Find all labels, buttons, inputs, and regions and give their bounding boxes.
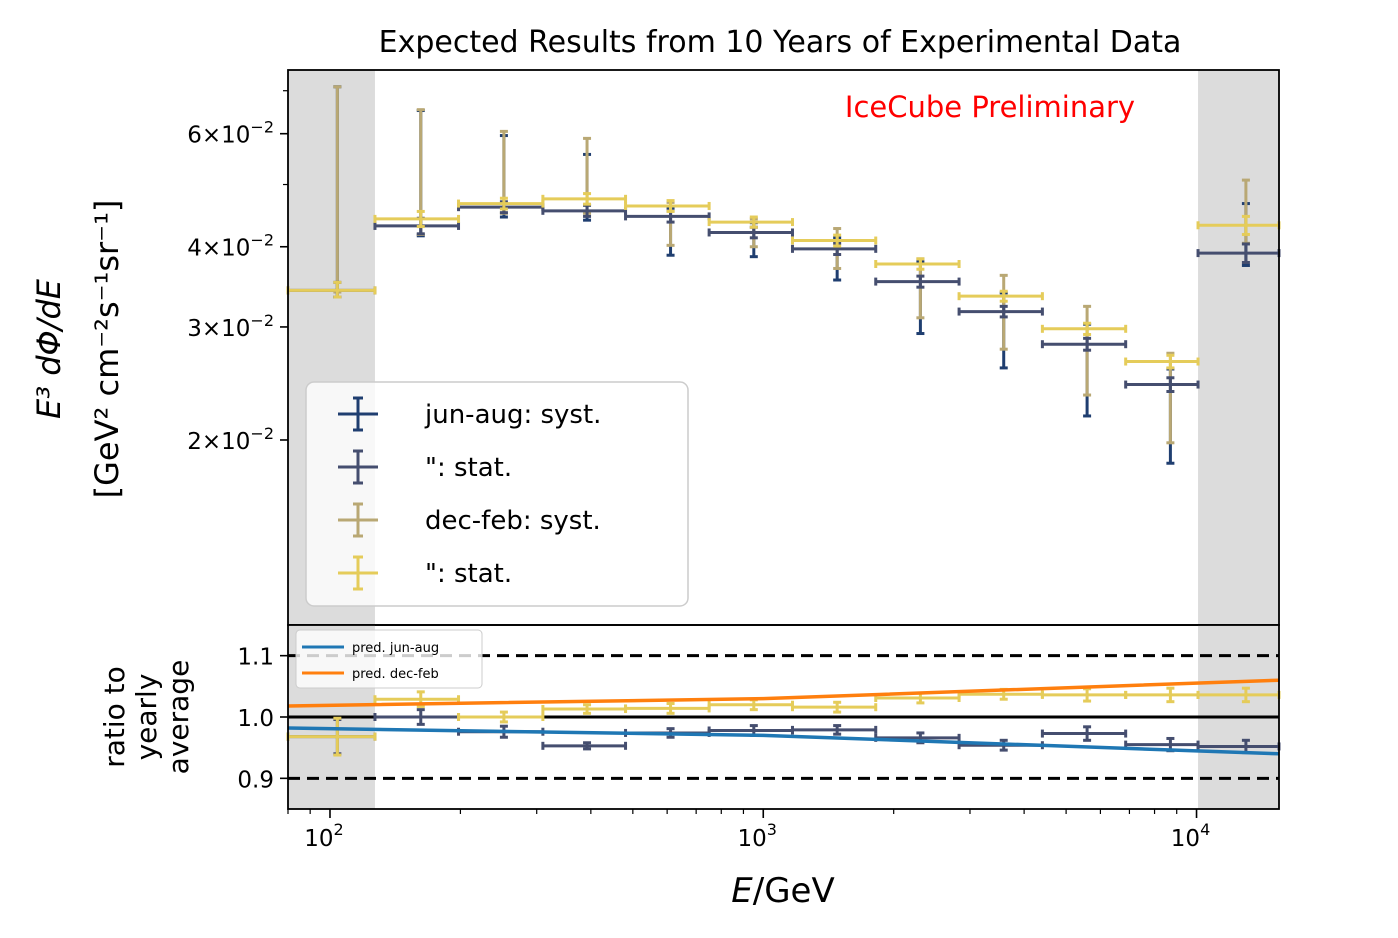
chart-title: Expected Results from 10 Years of Experi… bbox=[379, 25, 1182, 60]
dec-stat-bar-8 bbox=[957, 289, 1044, 303]
xtick-label-0: 102 bbox=[304, 820, 343, 852]
legend-label-dec-stat: ": stat. bbox=[425, 559, 512, 589]
flux-y-axis-label: E³ dΦ/dE [GeV² cm⁻²s⁻¹sr⁻¹] bbox=[30, 200, 126, 499]
flux-ytick-label-1: 3×10−2 bbox=[187, 311, 274, 342]
ratio-ytick-label-1: 1.0 bbox=[237, 706, 274, 732]
prediction-lines bbox=[287, 678, 1280, 756]
ratio-jun-bar-3 bbox=[541, 741, 628, 751]
dec-stat-bar-11 bbox=[1196, 214, 1281, 236]
flux-panel: 2×10−2 3×10−2 4×10−2 6×10−2 IceCube Prelimi… bbox=[30, 69, 1281, 626]
dec-stat-bar-9 bbox=[1040, 321, 1128, 336]
ratio-panel: 0.9 1.0 1.1 102 103 104 pred. jun-aug pred. d… bbox=[98, 624, 1281, 911]
ratio-y-axis-label: ratio to yearly average bbox=[98, 660, 195, 775]
prediction-line-0 bbox=[287, 726, 1280, 756]
dec-stat-bar-1 bbox=[373, 209, 461, 229]
jun-stat-bar-8 bbox=[957, 304, 1044, 319]
xtick-label-2: 104 bbox=[1171, 820, 1210, 852]
jun-stat-bar-7 bbox=[874, 274, 961, 289]
flux-ytick-label-2: 4×10−2 bbox=[187, 231, 274, 262]
ratio-ytick-label-2: 1.1 bbox=[237, 645, 274, 671]
ratio-ylabel-line1: ratio to bbox=[98, 666, 131, 768]
legend-label-jun-syst: jun-aug: syst. bbox=[424, 400, 601, 430]
dec-stat-bar-5 bbox=[707, 215, 794, 229]
ratio-dec-bar-2 bbox=[457, 710, 545, 724]
flux-ytick-label-0: 2×10−2 bbox=[187, 424, 274, 455]
top-shaded-region-1 bbox=[1198, 70, 1279, 625]
ratio-error-bars bbox=[286, 686, 1281, 757]
legend-label-pred-jun: pred. jun-aug bbox=[352, 641, 439, 656]
flux-ylabel-line2: [GeV² cm⁻²s⁻¹sr⁻¹] bbox=[88, 200, 126, 499]
flux-ytick-label-3: 6×10−2 bbox=[187, 118, 274, 149]
flux-error-bars bbox=[286, 85, 1281, 465]
legend-label-dec-syst: dec-feb: syst. bbox=[425, 506, 601, 536]
flux-legend-box bbox=[305, 381, 689, 607]
jun-stat-bar-10 bbox=[1124, 376, 1200, 393]
ratio-ylabel-line2: yearly bbox=[130, 674, 163, 761]
ratio-ytick-label-0: 0.9 bbox=[237, 767, 274, 793]
dec-stat-bar-3 bbox=[541, 192, 628, 206]
ratio-ylabel-line3: average bbox=[162, 660, 195, 775]
dec-stat-bar-4 bbox=[624, 199, 711, 213]
top-shaded-regions bbox=[288, 70, 1279, 625]
bottom-axis-ticks: 0.9 1.0 1.1 102 103 104 bbox=[237, 645, 1210, 852]
ratio-dec-bar-6 bbox=[790, 700, 878, 714]
dec-stat-bar-6 bbox=[790, 233, 878, 248]
dec-stat-bar-7 bbox=[874, 257, 961, 271]
dec-stat-bar-10 bbox=[1124, 353, 1200, 370]
ratio-jun-bar-9 bbox=[1040, 725, 1128, 742]
legend-label-jun-stat: ": stat. bbox=[425, 453, 512, 483]
xtick-label-1: 103 bbox=[738, 820, 777, 852]
dec-stat-bar-2 bbox=[457, 196, 545, 211]
prediction-legend: pred. jun-aug pred. dec-feb bbox=[295, 629, 483, 689]
top-axis-ticks: 2×10−2 3×10−2 4×10−2 6×10−2 bbox=[187, 90, 288, 455]
ratio-jun-bar-6 bbox=[790, 724, 878, 736]
flux-ylabel-line1: E³ dΦ/dE bbox=[30, 278, 68, 419]
jun-stat-bar-9 bbox=[1040, 336, 1128, 352]
ratio-panel-frame bbox=[287, 624, 1280, 810]
flux-legend: jun-aug: syst. ": stat. dec-feb: syst. "… bbox=[305, 381, 689, 607]
legend-label-pred-dec: pred. dec-feb bbox=[352, 667, 439, 682]
icecube-preliminary-label: IceCube Preliminary bbox=[845, 90, 1135, 124]
prediction-line-1 bbox=[287, 678, 1280, 708]
x-axis-label: E/GeV bbox=[731, 871, 834, 911]
